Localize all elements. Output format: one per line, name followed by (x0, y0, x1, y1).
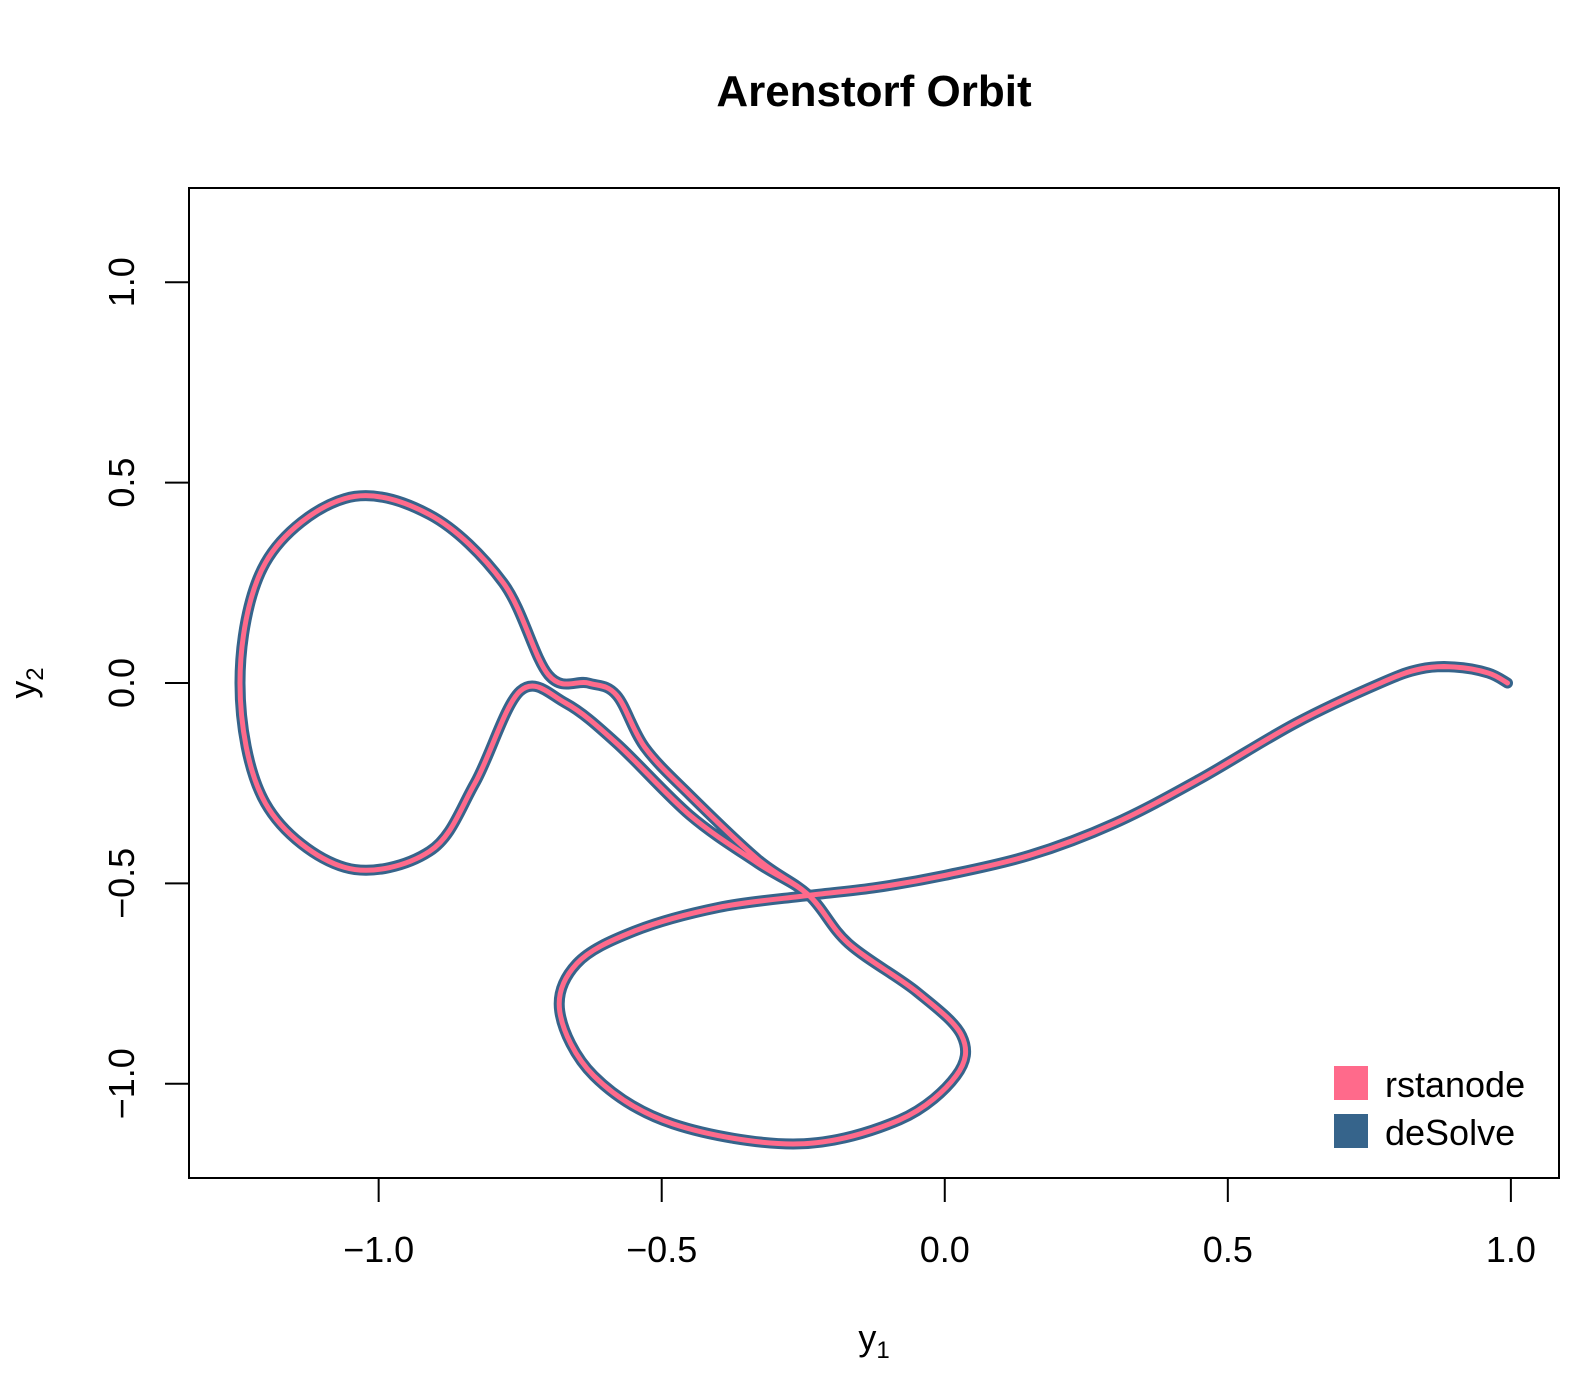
x-tick-label: −0.5 (626, 1229, 697, 1270)
y-tick-label: 0.0 (101, 658, 142, 708)
y-tick-label: −1.0 (101, 1048, 142, 1119)
legend-swatch-desolve (1334, 1114, 1368, 1148)
y-tick-label: −0.5 (101, 848, 142, 919)
legend-label-rstanode: rstanode (1385, 1064, 1525, 1105)
series-line-desolve (234, 490, 1513, 1150)
legend-swatch-rstanode (1334, 1066, 1368, 1100)
legend-label-desolve: deSolve (1385, 1112, 1515, 1153)
y-tick-label: 1.0 (101, 257, 142, 307)
x-tick-label: 0.0 (920, 1229, 970, 1270)
y-axis: −1.0 −0.5 0.0 0.5 1.0 (101, 257, 190, 1119)
plot-frame (188, 187, 1560, 1179)
chart-title: Arenstorf Orbit (716, 67, 1032, 116)
y-tick-label: 0.5 (101, 458, 142, 508)
series-layer (234, 490, 1513, 1150)
x-tick-label: 1.0 (1486, 1229, 1536, 1270)
x-tick-label: 0.5 (1203, 1229, 1253, 1270)
series-line-rstanode (237, 493, 1510, 1147)
x-axis-label: y1 (858, 1317, 889, 1364)
x-axis: −1.0 −0.5 0.0 0.5 1.0 (343, 1177, 1536, 1270)
legend: rstanode deSolve (1334, 1064, 1525, 1153)
y-axis-label: y2 (2, 667, 49, 698)
x-tick-label: −1.0 (343, 1229, 414, 1270)
